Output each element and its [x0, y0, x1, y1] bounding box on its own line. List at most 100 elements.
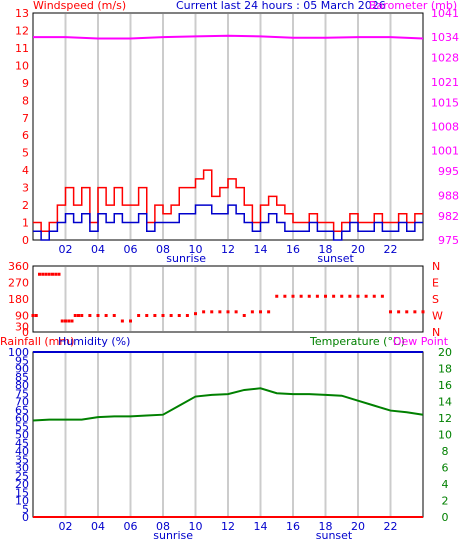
- compass-label: E: [432, 277, 439, 290]
- direction-point: [299, 294, 303, 298]
- direction-point: [129, 319, 132, 323]
- temperature-tick-label: 16: [438, 379, 452, 392]
- temperature-tick-label: 4: [442, 478, 449, 491]
- left-tick-label: 0: [22, 511, 29, 524]
- direction-point: [44, 272, 48, 276]
- direction-point: [161, 314, 165, 317]
- direction-point: [67, 319, 71, 323]
- left-tick-label: 13: [15, 7, 29, 20]
- temperature-line: [32, 387, 424, 422]
- direction-point: [364, 294, 368, 298]
- hour-label: 18: [319, 520, 333, 533]
- direction-point: [88, 314, 92, 317]
- direction-point: [259, 310, 262, 314]
- direction-point: [31, 314, 35, 317]
- direction-point: [194, 312, 197, 316]
- right-tick-label: 1015: [431, 96, 459, 109]
- temperature-tick-label: 2: [442, 495, 449, 508]
- direction-point: [267, 310, 271, 314]
- direction-point: [389, 310, 392, 314]
- gust-line: [33, 169, 423, 233]
- direction-point: [307, 294, 311, 298]
- left-tick-label: 35: [15, 453, 29, 466]
- direction-point: [234, 310, 238, 314]
- hour-label: 14: [254, 243, 268, 256]
- direction-point: [185, 314, 189, 317]
- direction-point: [210, 310, 214, 314]
- left-tick-label: 3: [22, 182, 29, 195]
- direction-point: [104, 314, 108, 317]
- hour-label: 22: [384, 243, 398, 256]
- barometer-axis-title: Barometer (mb): [369, 0, 457, 12]
- direction-point: [202, 310, 206, 314]
- hour-label: 20: [351, 520, 365, 533]
- left-tick-label: 270: [8, 277, 29, 290]
- left-tick-label: 100: [8, 346, 29, 359]
- temperature-tick-label: 12: [438, 412, 452, 425]
- left-tick-label: 80: [15, 379, 29, 392]
- direction-point: [41, 272, 45, 276]
- left-tick-label: 12: [15, 24, 29, 37]
- temperature-tick-label: 20: [438, 346, 452, 359]
- direction-point: [64, 319, 67, 323]
- barometer-line: [33, 34, 424, 40]
- temperature-tick-label: 14: [438, 396, 452, 409]
- left-tick-label: 5: [22, 147, 29, 160]
- direction-point: [218, 310, 222, 314]
- left-tick-label: 6: [22, 129, 29, 142]
- rainfall-axis-title: Rainfall (mm): [0, 335, 74, 348]
- left-tick-label: 9: [22, 77, 29, 90]
- left-tick-label: 50: [15, 429, 29, 442]
- right-tick-label: 1041: [431, 7, 459, 20]
- hour-label: 14: [254, 520, 268, 533]
- direction-point: [96, 314, 100, 317]
- wind-barometer-panel: 0123456789101112139759829889951001100810…: [15, 7, 459, 265]
- sunrise-label: sunrise: [166, 252, 206, 265]
- right-tick-label: 1008: [431, 121, 459, 134]
- compass-label: S: [432, 293, 439, 306]
- direction-point: [137, 314, 141, 317]
- direction-point: [283, 294, 287, 298]
- direction-point: [38, 272, 41, 276]
- sunset-label: sunset: [317, 252, 354, 265]
- direction-point: [372, 294, 376, 298]
- left-tick-label: 7: [22, 112, 29, 125]
- direction-point: [145, 314, 149, 317]
- left-tick-label: 20: [15, 478, 29, 491]
- right-tick-label: 988: [438, 189, 459, 202]
- direction-point: [60, 319, 64, 323]
- average-wind-line: [33, 204, 423, 241]
- direction-point: [47, 272, 51, 276]
- left-tick-label: 1: [22, 217, 29, 230]
- right-tick-label: 1034: [431, 31, 459, 44]
- hour-label: 02: [59, 243, 73, 256]
- chart-title: Current last 24 hours : 05 March 2026: [176, 0, 386, 12]
- compass-label: N: [432, 260, 440, 273]
- temperature-tick-label: 6: [442, 462, 449, 475]
- direction-point: [380, 294, 384, 298]
- left-tick-label: 75: [15, 387, 29, 400]
- left-tick-label: 90: [15, 363, 29, 376]
- temperature-tick-label: 0: [442, 511, 449, 524]
- hour-label: 12: [221, 243, 235, 256]
- right-tick-label: 982: [438, 210, 459, 223]
- direction-point: [57, 272, 61, 276]
- left-tick-label: 4: [22, 164, 29, 177]
- left-tick-label: 11: [15, 42, 29, 55]
- left-tick-label: 30: [15, 321, 29, 334]
- right-tick-label: 1001: [431, 145, 459, 158]
- hour-label: 06: [124, 243, 138, 256]
- left-tick-label: 45: [15, 437, 29, 450]
- direction-point: [332, 294, 336, 298]
- direction-point: [356, 294, 360, 298]
- left-tick-label: 0: [22, 326, 29, 339]
- direction-point: [275, 294, 279, 298]
- direction-point: [291, 294, 295, 298]
- left-tick-label: 10: [15, 59, 29, 72]
- direction-point: [315, 294, 319, 298]
- direction-point: [340, 294, 344, 298]
- hour-label: 10: [189, 520, 203, 533]
- left-tick-label: 25: [15, 470, 29, 483]
